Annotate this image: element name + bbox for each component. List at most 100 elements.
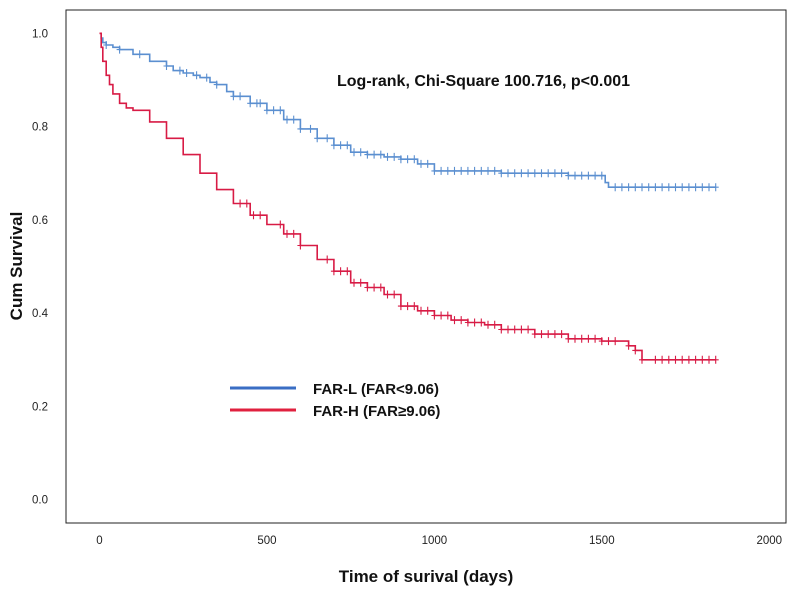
legend: FAR-L (FAR<9.06) FAR-H (FAR≥9.06) (230, 381, 440, 420)
censor-mark (324, 255, 331, 264)
censor-mark (505, 169, 511, 178)
censor-mark (424, 159, 431, 168)
censor-mark (632, 183, 639, 192)
censor-mark (458, 316, 465, 325)
censor-mark (431, 166, 438, 175)
censor-mark (284, 115, 290, 124)
censor-mark (337, 267, 344, 276)
axis-ticks: 0 500 1000 1500 2000 0.0 0.2 0.4 0.6 0.8 1.0 (32, 28, 782, 547)
censor-mark (498, 169, 505, 178)
censor-mark (344, 141, 351, 150)
censor-mark (351, 148, 357, 157)
censor-mark (444, 311, 451, 320)
censor-mark (712, 183, 719, 192)
censor-mark (699, 355, 706, 364)
censor-mark (351, 278, 357, 287)
censor-mark (451, 316, 458, 325)
censor-mark (652, 355, 659, 364)
censor-mark (538, 169, 545, 178)
censor-mark (598, 171, 605, 180)
censor-mark (344, 267, 351, 276)
censor-mark (438, 311, 445, 320)
censor-mark (391, 290, 398, 299)
censor-mark (163, 62, 170, 70)
censor-mark (458, 166, 465, 175)
censor-mark (592, 171, 599, 180)
censor-mark (136, 50, 143, 59)
censor-mark (297, 124, 304, 133)
censor-mark (632, 346, 639, 355)
censor-mark (652, 183, 659, 192)
y-tick-label: 0.2 (32, 401, 48, 413)
censor-mark (525, 325, 532, 334)
censor-mark (712, 355, 719, 364)
censor-mark (679, 355, 686, 364)
censor-mark (424, 306, 431, 315)
censor-mark (665, 355, 672, 364)
censor-mark (672, 183, 679, 192)
censor-mark (284, 229, 290, 238)
censor-mark (625, 183, 632, 192)
censor-mark (364, 150, 371, 159)
censor-mark (257, 99, 264, 108)
censor-mark (672, 355, 679, 364)
legend-label-far-h: FAR-H (FAR≥9.06) (313, 403, 440, 420)
censor-mark (203, 73, 210, 82)
censor-mark (438, 166, 445, 175)
censor-mark (411, 155, 418, 164)
censor-mark (330, 141, 337, 150)
censor-mark (565, 171, 572, 180)
x-tick-label: 500 (257, 535, 276, 547)
censor-marks (103, 41, 719, 364)
censor-mark (176, 66, 183, 75)
censor-mark (411, 302, 418, 311)
censor-mark (263, 106, 270, 115)
censor-mark (418, 159, 424, 168)
censor-mark (699, 183, 706, 192)
censor-mark (397, 302, 404, 311)
censor-mark (337, 141, 344, 150)
censor-mark (485, 166, 491, 175)
censor-mark (531, 330, 538, 339)
censor-mark (491, 166, 498, 175)
censor-mark (498, 325, 505, 334)
censor-mark (558, 330, 565, 339)
censor-mark (478, 318, 485, 327)
censor-mark (103, 41, 110, 49)
censor-mark (243, 199, 250, 208)
x-tick-label: 1000 (422, 535, 448, 547)
censor-mark (625, 341, 632, 350)
censor-mark (679, 183, 686, 192)
censor-mark (585, 171, 592, 180)
censor-mark (404, 155, 411, 164)
censor-mark (565, 334, 572, 343)
censor-mark (531, 169, 538, 178)
censor-mark (659, 355, 666, 364)
censor-mark (478, 166, 485, 175)
survival-curve-far-h (99, 32, 716, 361)
censor-mark (551, 169, 558, 178)
censor-mark (371, 150, 378, 159)
censor-mark (538, 330, 545, 339)
censor-mark (665, 183, 672, 192)
censor-mark (257, 211, 264, 220)
y-tick-label: 0.0 (32, 495, 48, 507)
censor-mark (572, 334, 578, 343)
censor-mark (384, 290, 391, 299)
x-tick-label: 2000 (756, 535, 782, 547)
censor-mark (247, 99, 254, 108)
legend-label-far-l: FAR-L (FAR<9.06) (313, 381, 439, 398)
y-tick-label: 0.6 (32, 215, 48, 227)
censor-mark (324, 134, 331, 143)
censor-mark (307, 124, 314, 133)
censor-mark (572, 171, 578, 180)
censor-mark (250, 211, 257, 220)
censor-mark (545, 169, 552, 178)
x-axis-title: Time of surival (days) (339, 567, 513, 586)
censor-mark (357, 148, 364, 157)
x-tick-label: 1500 (589, 535, 615, 547)
censor-mark (706, 183, 712, 192)
censor-mark (237, 199, 244, 208)
censor-mark (592, 334, 599, 343)
censor-mark (314, 134, 321, 143)
